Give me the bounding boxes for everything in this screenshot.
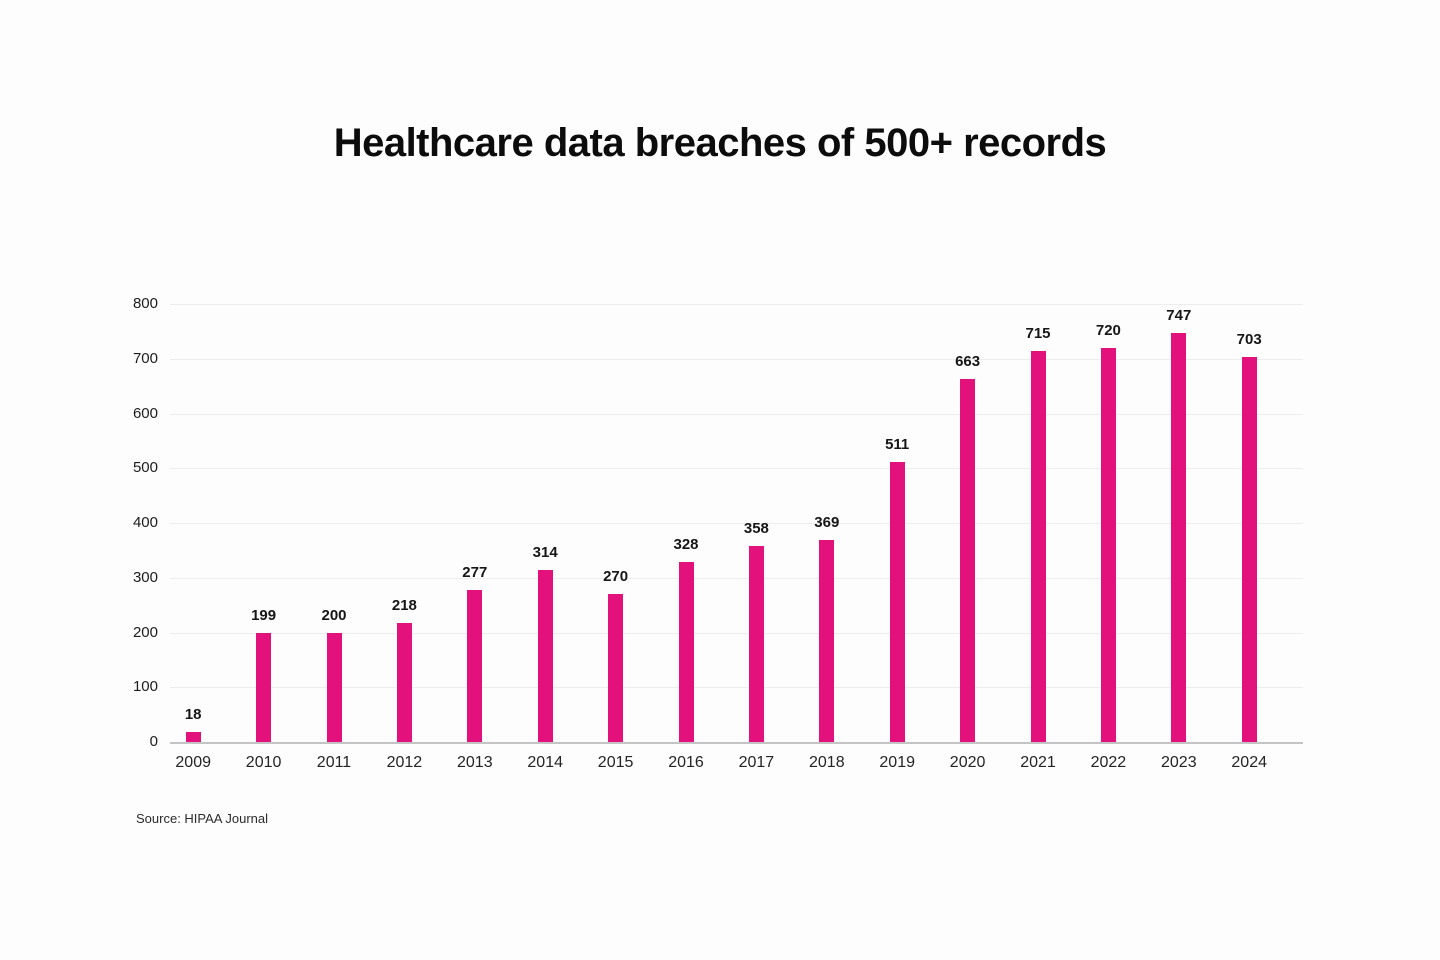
bar-value-label: 328 <box>673 536 699 554</box>
bar-value-label: 218 <box>391 596 417 614</box>
bar-2012 <box>396 622 412 742</box>
x-tick-label: 2009 <box>175 754 211 771</box>
y-tick-label: 700 <box>132 349 158 367</box>
gridline <box>170 304 1303 305</box>
bar-value-label: 277 <box>462 564 488 582</box>
bar-2016 <box>678 562 694 742</box>
bar-2018 <box>819 539 835 742</box>
gridline <box>170 687 1303 689</box>
y-tick-label: 600 <box>132 404 158 422</box>
y-tick-label: 300 <box>132 568 158 586</box>
x-tick-label: 2015 <box>597 754 634 771</box>
bar-value-label: 747 <box>1166 307 1192 325</box>
gridline <box>170 468 1303 470</box>
chart-title: Healthcare data breaches of 500+ records <box>333 120 1107 165</box>
bar-value-label: 369 <box>814 513 840 531</box>
bar-value-label: 703 <box>1236 331 1262 349</box>
gridline <box>170 523 1303 524</box>
x-tick-label: 2017 <box>738 754 775 771</box>
bar-value-label: 511 <box>885 436 910 454</box>
x-axis-line <box>170 742 1303 744</box>
bar-2020 <box>960 379 976 742</box>
x-tick-label: 2020 <box>949 754 986 771</box>
bar-2024 <box>1241 357 1257 742</box>
x-tick-label: 2023 <box>1161 754 1197 771</box>
gridline <box>170 358 1303 360</box>
y-tick-label: 0 <box>149 733 158 750</box>
bar-value-label: 270 <box>603 568 629 586</box>
y-tick-label: 400 <box>132 514 158 531</box>
plot-area <box>170 304 1303 744</box>
bar-2017 <box>748 545 764 742</box>
gridline <box>170 577 1303 579</box>
bar-2015 <box>608 594 624 742</box>
y-tick-label: 100 <box>132 678 158 696</box>
bar-value-label: 314 <box>532 544 558 562</box>
bar-2022 <box>1100 347 1116 742</box>
x-tick-label: 2012 <box>386 754 423 771</box>
y-tick-label: 800 <box>132 295 158 312</box>
x-tick-label: 2021 <box>1020 754 1056 771</box>
x-tick-label: 2010 <box>245 754 282 771</box>
bar-2023 <box>1171 333 1187 742</box>
source-note: Source: HIPAA Journal <box>136 811 268 826</box>
bar-value-label: 200 <box>321 606 347 624</box>
x-tick-label: 2022 <box>1090 754 1127 771</box>
bar-value-label: 715 <box>1025 324 1051 342</box>
x-tick-label: 2011 <box>316 754 352 771</box>
x-tick-label: 2024 <box>1231 754 1267 771</box>
gridline <box>170 413 1303 415</box>
x-tick-label: 2018 <box>809 754 845 771</box>
y-tick-label: 200 <box>132 623 158 641</box>
bar-value-label: 358 <box>743 519 769 537</box>
bar-value-label: 199 <box>251 607 277 625</box>
bar-2019 <box>889 462 905 742</box>
bar-2014 <box>537 570 553 742</box>
bar-2013 <box>467 590 483 742</box>
bar-2010 <box>256 633 272 742</box>
gridline <box>170 632 1303 634</box>
x-tick-label: 2014 <box>527 754 563 771</box>
bar-2011 <box>326 632 342 742</box>
x-tick-label: 2013 <box>457 754 493 771</box>
y-tick-label: 500 <box>132 459 158 477</box>
x-tick-label: 2019 <box>879 754 915 771</box>
bar-2021 <box>1030 350 1046 742</box>
bar-2009 <box>185 732 201 742</box>
bar-value-label: 663 <box>955 353 981 370</box>
bar-value-label: 720 <box>1095 321 1121 339</box>
bar-value-label: 18 <box>184 706 202 724</box>
x-tick-label: 2016 <box>668 754 704 771</box>
